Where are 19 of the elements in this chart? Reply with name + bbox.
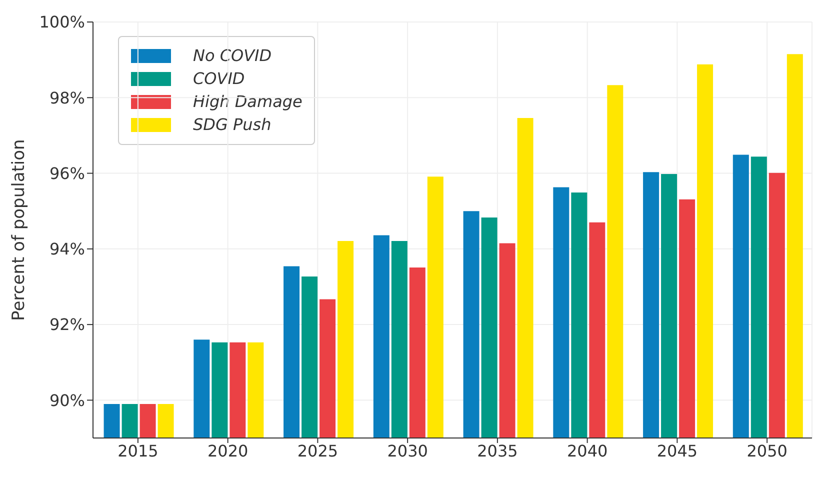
legend-label: High Damage [193,92,302,112]
y-tick-label: 96% [49,164,85,183]
y-tick-label: 92% [49,315,85,334]
y-tick-label: 94% [49,240,85,259]
x-tick-label: 2020 [207,441,248,460]
legend-label: No COVID [193,46,272,66]
y-tick-label: 98% [49,88,85,108]
x-tick-label: 2030 [387,441,428,460]
x-tick-label: 2025 [297,441,338,460]
y-tick-label: 100% [39,12,85,32]
y-axis-title: Percent of population [9,139,30,321]
y-tick-label: 90% [49,390,85,410]
x-tick-label: 2015 [118,441,158,460]
x-tick-label: 2045 [656,441,698,460]
x-tick-label: 2050 [746,441,788,460]
x-tick-label: 2040 [566,441,608,460]
legend-label: COVID [193,69,245,89]
x-tick-label: 2035 [477,441,518,460]
legend-label: SDG Push [193,115,272,135]
